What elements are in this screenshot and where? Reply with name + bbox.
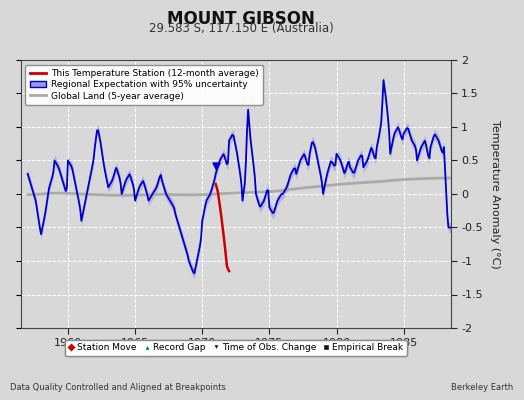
Text: MOUNT GIBSON: MOUNT GIBSON <box>167 10 315 28</box>
Legend: This Temperature Station (12-month average), Regional Expectation with 95% uncer: This Temperature Station (12-month avera… <box>26 64 263 105</box>
Y-axis label: Temperature Anomaly (°C): Temperature Anomaly (°C) <box>489 120 499 268</box>
Text: 29.583 S, 117.150 E (Australia): 29.583 S, 117.150 E (Australia) <box>149 22 333 35</box>
Text: Data Quality Controlled and Aligned at Breakpoints: Data Quality Controlled and Aligned at B… <box>10 383 226 392</box>
Text: Berkeley Earth: Berkeley Earth <box>451 383 514 392</box>
Point <box>212 163 220 169</box>
Legend: Station Move, Record Gap, Time of Obs. Change, Empirical Break: Station Move, Record Gap, Time of Obs. C… <box>64 340 407 356</box>
